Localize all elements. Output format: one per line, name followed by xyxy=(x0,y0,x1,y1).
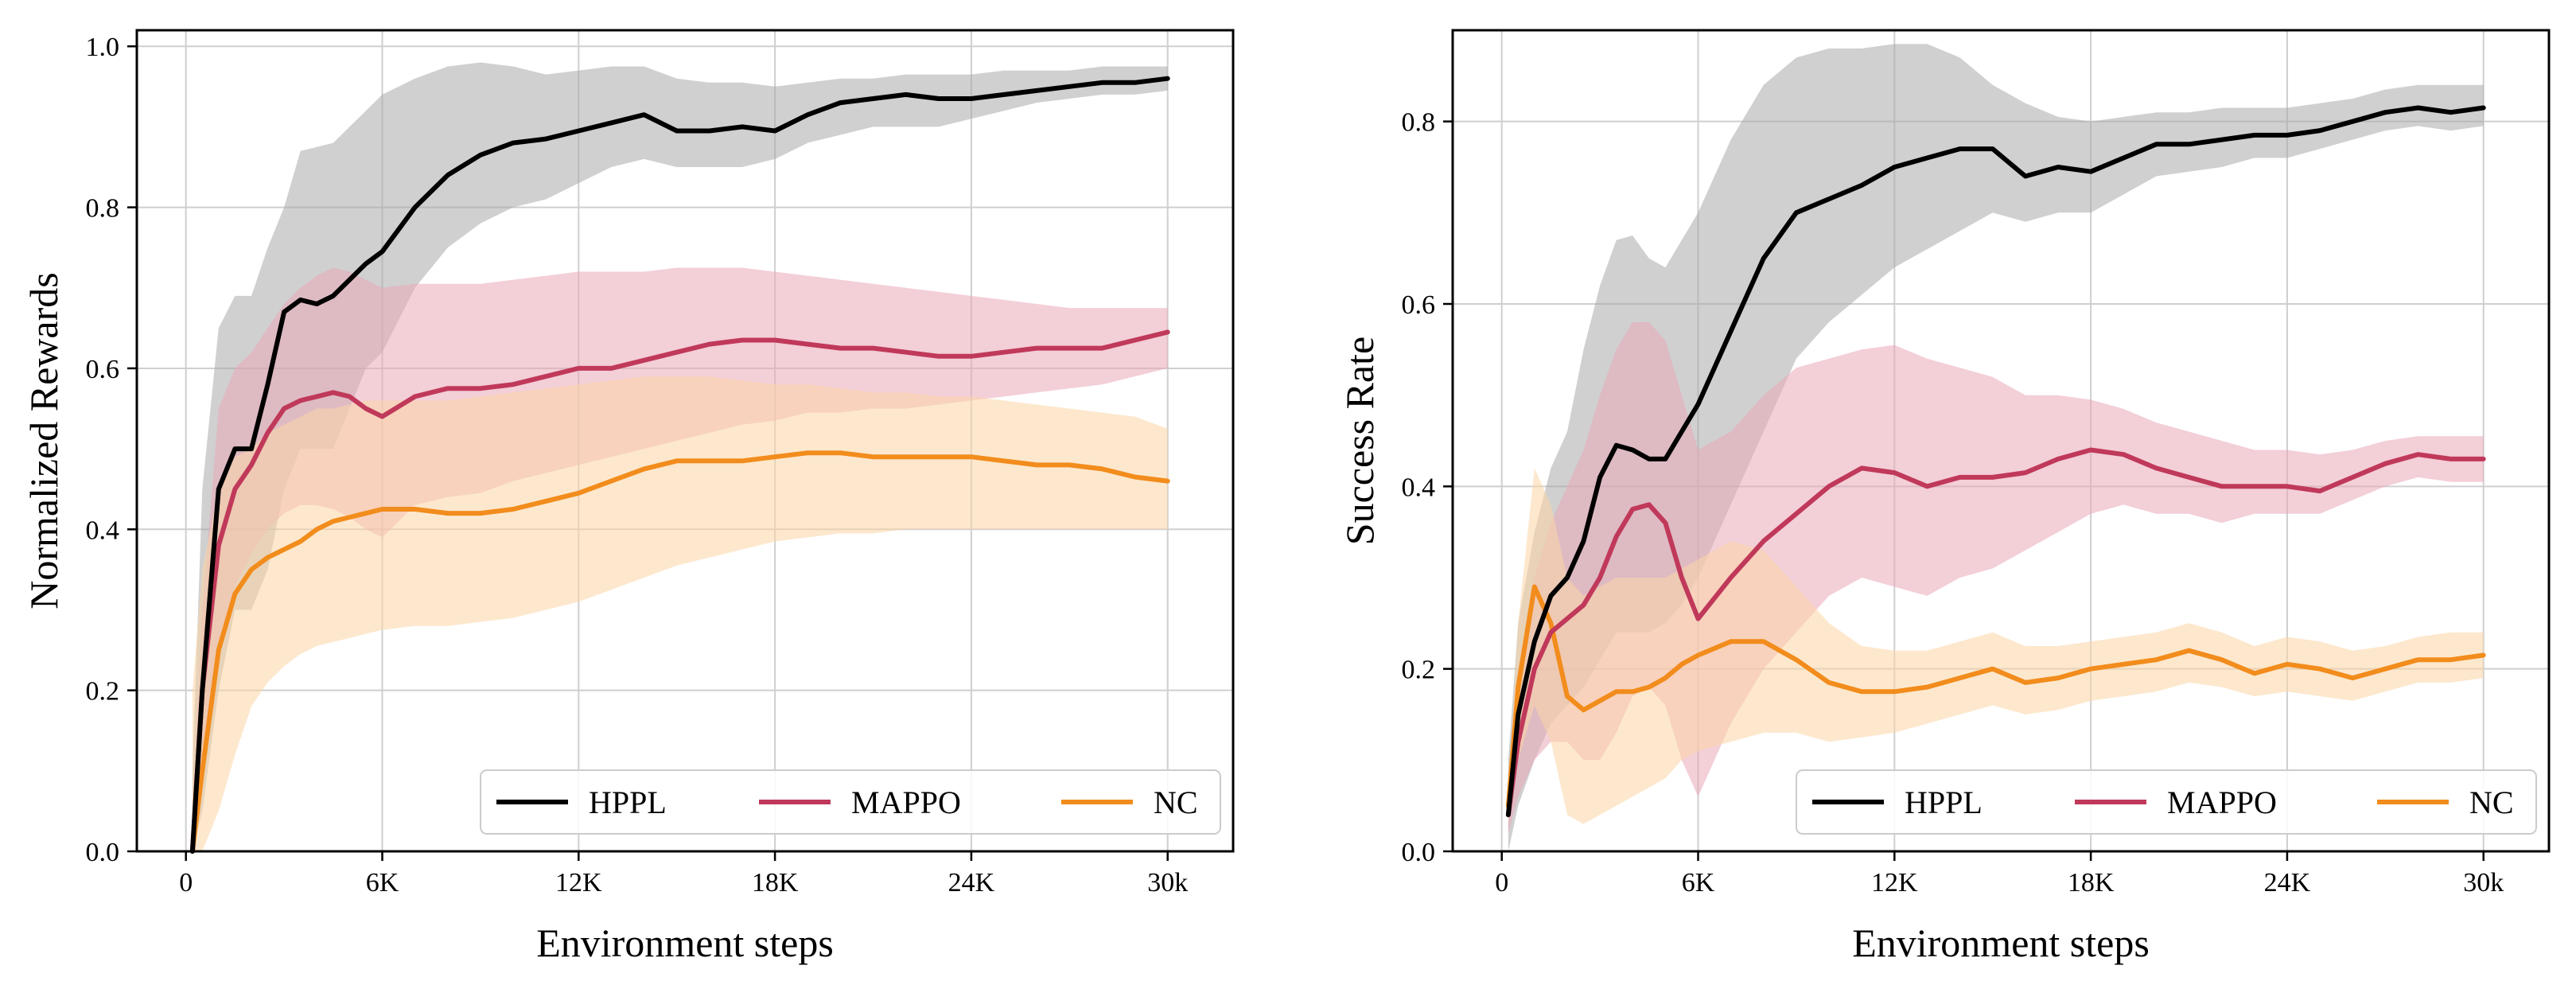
line-mappo xyxy=(189,329,1170,854)
y-tick-label: 0.4 xyxy=(1402,473,1436,502)
x-tick-label: 18K xyxy=(2068,868,2115,897)
y-tick-label: 0.2 xyxy=(1402,656,1436,685)
x-axis-label: Environment steps xyxy=(536,921,834,965)
y-tick-label: 0.0 xyxy=(1402,838,1436,867)
axis-ticks: 0 6K 12K 18K 24K 30k 0.0 0.2 0.4 0.6 0.8 1.0 xyxy=(86,33,1189,897)
band-mappo xyxy=(1508,321,2484,834)
x-tick-label: 12K xyxy=(555,868,602,897)
confidence-bands xyxy=(192,62,1168,852)
line-hppl xyxy=(189,76,1170,854)
plot-frame xyxy=(1451,29,2551,853)
y-axis-label: Normalized Rewards xyxy=(21,272,66,609)
x-tick-label: 6K xyxy=(1682,868,1715,897)
band-hppl xyxy=(1508,44,2484,851)
y-tick-label: 0.2 xyxy=(86,677,120,707)
y-tick-label: 0.4 xyxy=(86,516,120,545)
x-tick-label: 12K xyxy=(1871,868,1918,897)
x-tick-label: 24K xyxy=(948,868,995,897)
series-lines xyxy=(1505,105,2486,818)
y-tick-label: 0.8 xyxy=(86,194,120,224)
y-tick-label: 1.0 xyxy=(86,33,120,62)
x-tick-label: 0 xyxy=(1495,868,1508,897)
chart-panel-success-rate: 0 6K 12K 18K 24K 30k 0.0 0.2 0.4 0.6 0.8 Environme… xyxy=(1337,29,2551,965)
band-hppl xyxy=(192,62,1168,851)
legend-label-hppl: HPPL xyxy=(1905,784,1983,820)
x-tick-label: 30k xyxy=(2463,868,2504,897)
legend: HPPL MAPPO NC xyxy=(480,769,1221,835)
y-tick-label: 0.0 xyxy=(86,838,120,867)
series-lines xyxy=(189,76,1170,854)
legend-label-mappo: MAPPO xyxy=(851,784,961,820)
y-tick-label: 0.6 xyxy=(1402,290,1436,320)
legend-label-nc: NC xyxy=(2469,784,2514,820)
x-tick-label: 24K xyxy=(2264,868,2311,897)
line-nc xyxy=(189,450,1170,854)
legend-label-nc: NC xyxy=(1154,784,1198,820)
x-tick-label: 30k xyxy=(1147,868,1188,897)
legend-label-mappo: MAPPO xyxy=(2167,784,2277,820)
line-mappo xyxy=(1505,447,2486,818)
legend-label-hppl: HPPL xyxy=(589,784,667,820)
x-axis-label: Environment steps xyxy=(1852,921,2150,965)
x-tick-label: 6K xyxy=(366,868,399,897)
y-axis-label: Success Rate xyxy=(1337,337,1382,545)
line-nc xyxy=(1505,584,2486,808)
plot-frame xyxy=(135,29,1235,853)
band-nc xyxy=(192,376,1168,852)
y-tick-label: 0.6 xyxy=(86,355,120,384)
axis-ticks: 0 6K 12K 18K 24K 30k 0.0 0.2 0.4 0.6 0.8 xyxy=(1402,108,2504,897)
y-tick-label: 0.8 xyxy=(1402,108,1436,138)
legend-box xyxy=(1796,769,2537,835)
chart-panel-rewards: 0 6K 12K 18K 24K 30k 0.0 0.2 0.4 0.6 0.8 1.0 Enviro… xyxy=(21,29,1235,965)
legend: HPPL MAPPO NC xyxy=(1796,769,2537,835)
legend-box xyxy=(480,769,1221,835)
line-hppl xyxy=(1505,105,2486,818)
x-tick-label: 0 xyxy=(179,868,193,897)
x-tick-label: 18K xyxy=(752,868,799,897)
